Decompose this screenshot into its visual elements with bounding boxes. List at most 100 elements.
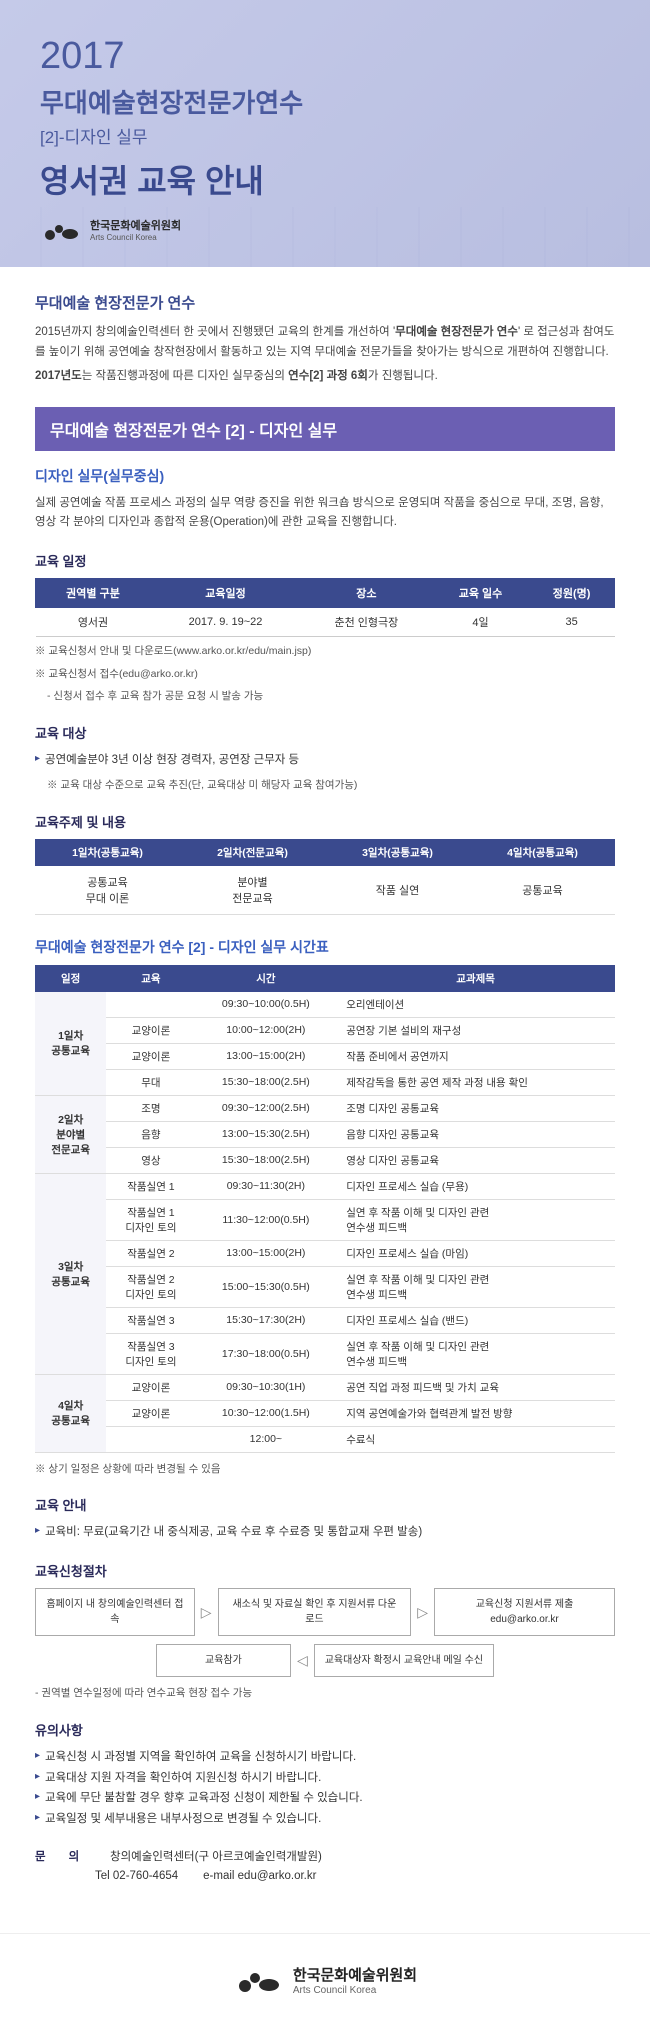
table-header: 2일차(전문교육) — [180, 839, 325, 866]
arrow-right-icon: ▷ — [201, 1604, 212, 1621]
table-cell: 4일 — [432, 607, 528, 636]
footer-org-en: Arts Council Korea — [293, 1985, 417, 1996]
table-row: 교양이론10:00~12:00(2H)공연장 기본 설비의 재구성 — [35, 1017, 615, 1043]
design-heading: 디자인 실무(실무중심) — [35, 466, 615, 486]
caution-item: 교육에 무단 불참할 경우 향후 교육과정 신청이 제한될 수 있습니다. — [35, 1788, 615, 1809]
table-header: 4일차(공통교육) — [470, 839, 615, 866]
target-item: 공연예술분야 3년 이상 현장 경력자, 공연장 근무자 등 — [35, 750, 615, 771]
contact-org: 창의예술인력센터(구 아르코예술인력개발원) — [110, 1848, 322, 1864]
subject-cell: 실연 후 작품 이해 및 디자인 관련 연수생 피드백 — [336, 1333, 615, 1374]
caution-heading: 유의사항 — [35, 1720, 615, 1739]
timetable-footnote: ※ 상기 일정은 상황에 따라 변경될 수 있음 — [35, 1461, 615, 1478]
arrow-right-icon: ▷ — [417, 1604, 428, 1621]
subject-cell: 제작감독을 통한 공연 제작 과정 내용 확인 — [336, 1069, 615, 1095]
guide-item: 교육비: 무료(교육기간 내 중식제공, 교육 수료 후 수료증 및 통합교재 … — [35, 1522, 615, 1543]
subject-cell: 디자인 프로세스 실습 (무용) — [336, 1173, 615, 1199]
table-row: 영상15:30~18:00(2.5H)영상 디자인 공통교육 — [35, 1147, 615, 1173]
day-cell: 2일차 분야별 전문교육 — [35, 1095, 106, 1173]
header-logo: 한국문화예술위원회 Arts Council Korea — [40, 217, 610, 242]
intro-p2: 2017년도는 작품진행과정에 따른 디자인 실무중심의 연수[2] 과정 6회… — [35, 367, 615, 387]
content: 무대예술 현장전문가 연수 2015년까지 창의예술인력센터 한 곳에서 진행됐… — [0, 267, 650, 1913]
process-box-4: 교육참가 — [156, 1644, 291, 1677]
target-heading: 교육 대상 — [35, 723, 615, 742]
day-cell: 4일차 공통교육 — [35, 1374, 106, 1452]
edu-cell — [106, 1426, 195, 1452]
intro-heading: 무대예술 현장전문가 연수 — [35, 292, 615, 313]
title-region: 영서권 교육 안내 — [40, 156, 610, 202]
table-header: 3일차(공통교육) — [325, 839, 470, 866]
process-flow: 홈페이지 내 창의예술인력센터 접속 ▷ 새소식 및 자료실 확인 후 지원서류… — [35, 1588, 615, 1677]
subject-cell: 영상 디자인 공통교육 — [336, 1147, 615, 1173]
table-cell: 35 — [529, 607, 615, 636]
day-cell: 1일차 공통교육 — [35, 992, 106, 1096]
subject-cell: 디자인 프로세스 실습 (밴드) — [336, 1307, 615, 1333]
arko-logo-icon — [233, 1967, 283, 1993]
topics-table: 1일차(공통교육)2일차(전문교육)3일차(공통교육)4일차(공통교육) 공통교… — [35, 839, 615, 915]
table-row: 작품실연 1 디자인 토의11:30~12:00(0.5H)실연 후 작품 이해… — [35, 1199, 615, 1240]
timetable-table: 일정교육시간교과제목 1일차 공통교육09:30~10:00(0.5H)오리엔테… — [35, 965, 615, 1453]
table-row: 작품실연 315:30~17:30(2H)디자인 프로세스 실습 (밴드) — [35, 1307, 615, 1333]
edu-cell: 음향 — [106, 1121, 195, 1147]
edu-cell: 작품실연 3 디자인 토의 — [106, 1333, 195, 1374]
edu-cell — [106, 992, 195, 1018]
topics-heading: 교육주제 및 내용 — [35, 812, 615, 831]
edu-cell: 작품실연 1 — [106, 1173, 195, 1199]
process-box-2: 새소식 및 자료실 확인 후 지원서류 다운로드 — [218, 1588, 412, 1636]
tel-value: 02-760-4654 — [113, 1870, 178, 1882]
subject-cell: 공연장 기본 설비의 재구성 — [336, 1017, 615, 1043]
table-row: 교양이론13:00~15:00(2H)작품 준비에서 공연까지 — [35, 1043, 615, 1069]
time-cell: 15:30~18:00(2.5H) — [195, 1147, 336, 1173]
edu-cell: 작품실연 2 — [106, 1240, 195, 1266]
table-header: 정원(명) — [529, 578, 615, 607]
table-row: 작품실연 3 디자인 토의17:30~18:00(0.5H)실연 후 작품 이해… — [35, 1333, 615, 1374]
edu-cell: 영상 — [106, 1147, 195, 1173]
time-cell: 09:30~10:30(1H) — [195, 1374, 336, 1400]
edu-cell: 조명 — [106, 1095, 195, 1121]
table-cell: 공통교육 — [470, 866, 615, 915]
table-row: 작품실연 2 디자인 토의15:00~15:30(0.5H)실연 후 작품 이해… — [35, 1266, 615, 1307]
table-row: 12:00~수료식 — [35, 1426, 615, 1452]
time-cell: 13:00~15:00(2H) — [195, 1043, 336, 1069]
table-header: 1일차(공통교육) — [35, 839, 180, 866]
edu-cell: 교양이론 — [106, 1400, 195, 1426]
caution-item: 교육대상 지원 자격을 확인하여 지원신청 하시기 바랍니다. — [35, 1768, 615, 1789]
time-cell: 15:30~18:00(2.5H) — [195, 1069, 336, 1095]
table-cell: 분야별 전문교육 — [180, 866, 325, 915]
table-header: 권역별 구분 — [36, 578, 151, 607]
email-value: edu@arko.or.kr — [238, 1870, 317, 1882]
subject-cell: 수료식 — [336, 1426, 615, 1452]
edu-cell: 교양이론 — [106, 1043, 195, 1069]
intro-p1: 2015년까지 창의예술인력센터 한 곳에서 진행됐던 교육의 한계를 개선하여… — [35, 323, 615, 362]
email-label: e-mail — [203, 1870, 234, 1882]
time-cell: 12:00~ — [195, 1426, 336, 1452]
subject-cell: 디자인 프로세스 실습 (마임) — [336, 1240, 615, 1266]
edu-cell: 교양이론 — [106, 1374, 195, 1400]
header-org-en: Arts Council Korea — [90, 233, 181, 242]
edu-cell: 작품실연 3 — [106, 1307, 195, 1333]
schedule-note: ※ 교육신청서 안내 및 다운로드(www.arko.or.kr/edu/mai… — [35, 643, 615, 660]
table-cell: 영서권 — [36, 607, 151, 636]
table-cell: 춘천 인형극장 — [301, 607, 433, 636]
subject-cell: 오리엔테이션 — [336, 992, 615, 1018]
tel-label: Tel — [95, 1870, 110, 1882]
caution-item: 교육일정 및 세부내용은 내부사정으로 변경될 수 있습니다. — [35, 1809, 615, 1830]
design-desc: 실제 공연예술 작품 프로세스 과정의 실무 역량 증진을 위한 워크숍 방식으… — [35, 494, 615, 533]
timetable-heading: 무대예술 현장전문가 연수 [2] - 디자인 실무 시간표 — [35, 937, 615, 957]
time-cell: 13:00~15:30(2.5H) — [195, 1121, 336, 1147]
header: 2017 무대예술현장전문가연수 [2]-디자인 실무 영서권 교육 안내 한국… — [0, 0, 650, 267]
arrow-left-icon: ◁ — [297, 1652, 308, 1669]
subject-cell: 음향 디자인 공통교육 — [336, 1121, 615, 1147]
table-row: 3일차 공통교육작품실연 109:30~11:30(2H)디자인 프로세스 실습… — [35, 1173, 615, 1199]
process-box-5: 교육대상자 확정시 교육안내 메일 수신 — [314, 1644, 494, 1677]
header-org-kr: 한국문화예술위원회 — [90, 220, 181, 232]
table-row: 무대15:30~18:00(2.5H)제작감독을 통한 공연 제작 과정 내용 … — [35, 1069, 615, 1095]
day-cell: 3일차 공통교육 — [35, 1173, 106, 1374]
table-row: 음향13:00~15:30(2.5H)음향 디자인 공통교육 — [35, 1121, 615, 1147]
schedule-note: ※ 교육신청서 접수(edu@arko.or.kr) — [35, 666, 615, 683]
edu-cell: 무대 — [106, 1069, 195, 1095]
table-header: 교육 — [106, 965, 195, 992]
time-cell: 11:30~12:00(0.5H) — [195, 1199, 336, 1240]
table-header: 시간 — [195, 965, 336, 992]
table-cell: 2017. 9. 19~22 — [151, 607, 301, 636]
time-cell: 10:30~12:00(1.5H) — [195, 1400, 336, 1426]
